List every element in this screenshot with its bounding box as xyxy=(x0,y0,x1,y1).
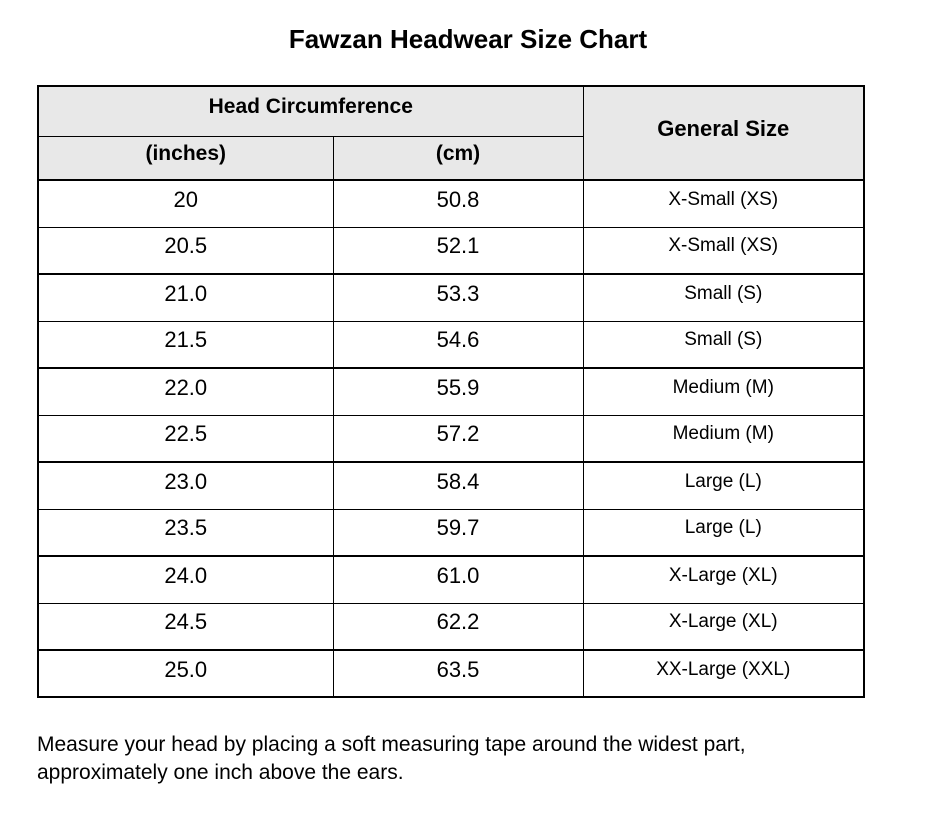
cell-inches: 24.5 xyxy=(37,602,334,651)
cell-inches: 22.5 xyxy=(37,414,334,463)
cell-size: X-Large (XL) xyxy=(582,602,865,651)
table-row: 23.0 58.4 Large (L) xyxy=(37,461,865,510)
cell-size: Small (S) xyxy=(582,273,865,322)
table-row: 20 50.8 X-Small (XS) xyxy=(37,179,865,228)
cell-inches: 23.5 xyxy=(37,508,334,557)
measurement-instructions: Measure your head by placing a soft meas… xyxy=(37,733,746,784)
cell-size: Large (L) xyxy=(582,461,865,510)
cell-inches: 21.5 xyxy=(37,320,334,369)
cell-cm: 62.2 xyxy=(332,602,584,651)
cell-inches: 21.0 xyxy=(37,273,334,322)
cell-cm: 58.4 xyxy=(332,461,584,510)
cell-cm: 53.3 xyxy=(332,273,584,322)
cell-inches: 25.0 xyxy=(37,649,334,698)
cell-size: X-Large (XL) xyxy=(582,555,865,604)
cell-size: X-Small (XS) xyxy=(582,179,865,228)
table-row: 25.0 63.5 XX-Large (XXL) xyxy=(37,649,865,698)
cell-cm: 55.9 xyxy=(332,367,584,416)
cell-inches: 23.0 xyxy=(37,461,334,510)
cell-inches: 22.0 xyxy=(37,367,334,416)
cell-cm: 63.5 xyxy=(332,649,584,698)
header-inches: (inches) xyxy=(37,135,334,181)
header-head-circumference: Head Circumference xyxy=(37,85,584,137)
size-chart-page: Fawzan Headwear Size Chart Head Circumfe… xyxy=(37,24,865,784)
page-title: Fawzan Headwear Size Chart xyxy=(288,24,648,54)
table-row: 21.5 54.6 Small (S) xyxy=(37,320,865,369)
size-chart-table: Head Circumference General Size (inches)… xyxy=(37,85,865,698)
cell-size: Medium (M) xyxy=(582,367,865,416)
table-body: 20 50.8 X-Small (XS) 20.5 52.1 X-Small (… xyxy=(37,179,865,698)
cell-inches: 20.5 xyxy=(37,226,334,275)
table-row: 23.5 59.7 Large (L) xyxy=(37,508,865,557)
cell-inches: 24.0 xyxy=(37,555,334,604)
cell-cm: 54.6 xyxy=(332,320,584,369)
cell-size: Small (S) xyxy=(582,320,865,369)
table-row: 22.5 57.2 Medium (M) xyxy=(37,414,865,463)
header-row-group: Head Circumference General Size xyxy=(37,85,865,181)
header-cm: (cm) xyxy=(332,135,584,181)
table-row: 24.0 61.0 X-Large (XL) xyxy=(37,555,865,604)
cell-size: XX-Large (XXL) xyxy=(582,649,865,698)
header-general-size: General Size xyxy=(582,85,865,181)
cell-cm: 52.1 xyxy=(332,226,584,275)
cell-size: X-Small (XS) xyxy=(582,226,865,275)
cell-size: Medium (M) xyxy=(582,414,865,463)
table-header: Head Circumference General Size (inches)… xyxy=(37,85,865,181)
cell-cm: 57.2 xyxy=(332,414,584,463)
cell-inches: 20 xyxy=(37,179,334,228)
table-row: 21.0 53.3 Small (S) xyxy=(37,273,865,322)
cell-cm: 61.0 xyxy=(332,555,584,604)
table-row: 24.5 62.2 X-Large (XL) xyxy=(37,602,865,651)
cell-cm: 50.8 xyxy=(332,179,584,228)
table-row: 20.5 52.1 X-Small (XS) xyxy=(37,226,865,275)
header-row-units: (inches) (cm) xyxy=(37,135,864,181)
table-row: 22.0 55.9 Medium (M) xyxy=(37,367,865,416)
cell-cm: 59.7 xyxy=(332,508,584,557)
cell-size: Large (L) xyxy=(582,508,865,557)
